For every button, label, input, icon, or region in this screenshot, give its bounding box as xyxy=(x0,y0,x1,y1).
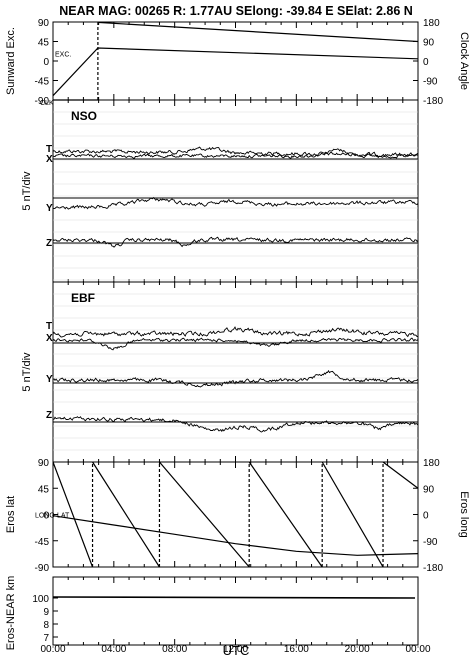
trace-x xyxy=(52,148,419,159)
y-axis-label: 5 nT/div xyxy=(21,352,33,392)
panel-frame-2 xyxy=(52,99,419,283)
exc-series-label: EXC. xyxy=(55,52,71,59)
panel-label: EBF xyxy=(71,291,95,305)
trace-z xyxy=(52,416,419,433)
y2-tick-label: -180 xyxy=(423,96,443,107)
y2-tick-label: 180 xyxy=(423,18,440,29)
y-tick-label: 100 xyxy=(32,594,49,605)
clk-line xyxy=(97,21,419,43)
long-segment xyxy=(321,461,384,568)
y2-tick-label: 90 xyxy=(423,484,435,495)
y2-axis-label: Clock Angle xyxy=(458,32,470,90)
y-tick-label: 45 xyxy=(38,484,50,495)
x-tick-label: 12:00 xyxy=(223,644,248,655)
x-tick-label: 08:00 xyxy=(162,644,187,655)
y-axis-label: Sunward Exc. xyxy=(5,27,17,95)
panel-frame-1 xyxy=(52,21,419,101)
y2-tick-label: -180 xyxy=(423,563,443,574)
y-axis-label: 5 nT/div xyxy=(21,171,33,211)
y-tick-label: -45 xyxy=(35,77,50,88)
range-line xyxy=(52,596,416,599)
x-tick-label: 00:00 xyxy=(40,644,65,655)
component-label: Z xyxy=(46,238,52,249)
panel-frame-3 xyxy=(52,281,419,463)
long-segment xyxy=(92,461,160,568)
y2-tick-label: 0 xyxy=(423,511,429,522)
component-label: X xyxy=(46,154,53,165)
trace-z xyxy=(52,236,419,248)
trace-t xyxy=(52,326,419,338)
component-label: Y xyxy=(46,203,53,214)
panel-frame-5 xyxy=(52,576,419,646)
component-label: Y xyxy=(46,374,53,385)
y-tick-label: 8 xyxy=(43,620,49,631)
x-tick-label: 16:00 xyxy=(284,644,309,655)
x-tick-label: 00:00 xyxy=(405,644,430,655)
y2-axis-label: Eros long xyxy=(458,491,470,537)
y-axis-label: Eros-NEAR km xyxy=(5,576,17,651)
y-tick-label: 90 xyxy=(38,18,50,29)
long-series-label: LONG xyxy=(35,512,55,519)
y2-tick-label: 180 xyxy=(423,458,440,469)
trace-y xyxy=(52,196,419,210)
y2-tick-label: -90 xyxy=(423,537,438,548)
panel-label: NSO xyxy=(71,109,97,123)
y2-tick-label: 90 xyxy=(423,38,435,49)
y-tick-label: -90 xyxy=(35,96,50,107)
x-tick-label: 04:00 xyxy=(101,644,126,655)
trace-y xyxy=(52,369,419,388)
y2-tick-label: -90 xyxy=(423,77,438,88)
y2-tick-label: 0 xyxy=(423,57,429,68)
long-segment xyxy=(159,461,250,568)
y-tick-label: 45 xyxy=(38,38,50,49)
x-tick-label: 20:00 xyxy=(345,644,370,655)
y-tick-label: -45 xyxy=(35,537,50,548)
y-tick-label: 0 xyxy=(43,511,49,522)
long-segment xyxy=(52,461,94,568)
long-segment xyxy=(382,461,419,489)
lat-line xyxy=(52,515,419,556)
trace-x xyxy=(52,337,419,351)
clk-series-label: CLK xyxy=(40,100,54,107)
y-tick-label: -90 xyxy=(35,563,50,574)
component-label: T xyxy=(46,144,52,155)
component-label: X xyxy=(46,333,53,344)
chart-title: NEAR MAG: 00265 R: 1.77AU SElong: -39.84… xyxy=(59,4,413,18)
y-tick-label: 90 xyxy=(38,458,50,469)
y-tick-label: 9 xyxy=(43,607,49,618)
exc-line xyxy=(52,47,419,97)
y-axis-label: Eros lat xyxy=(5,496,17,533)
y-tick-label: 7 xyxy=(43,633,49,644)
y-tick-label: 0 xyxy=(43,57,49,68)
component-label: Z xyxy=(46,410,52,421)
lat-series-label: LAT xyxy=(57,512,70,519)
component-label: T xyxy=(46,321,52,332)
long-segment xyxy=(248,461,323,568)
x-axis-label: UTC xyxy=(223,643,250,656)
